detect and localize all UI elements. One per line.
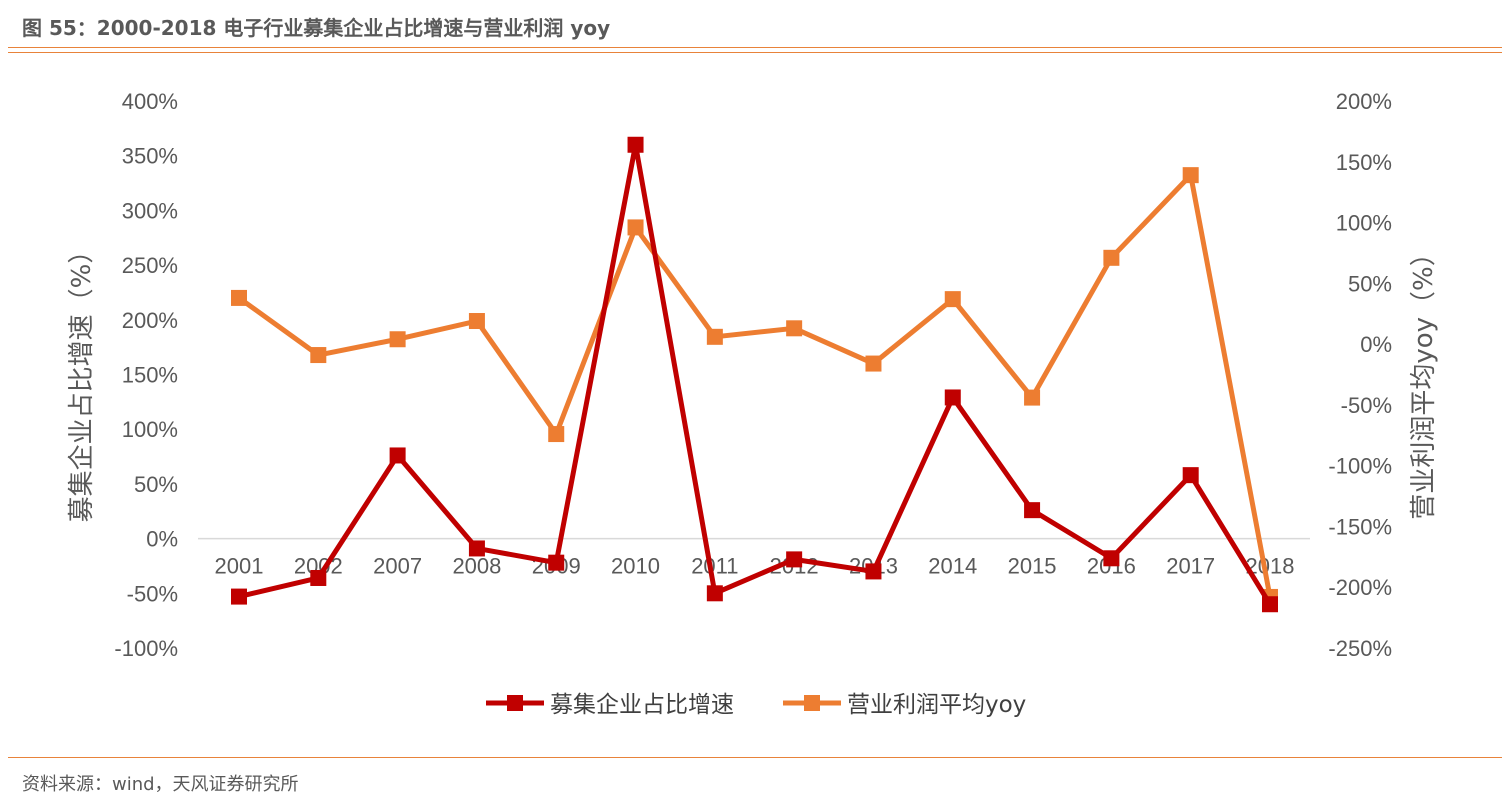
y-tick-left: 150% xyxy=(122,363,178,388)
series-1-point xyxy=(548,554,565,571)
series-2-point xyxy=(944,291,961,308)
y-tick-right: -200% xyxy=(1328,575,1392,600)
x-tick-label: 2001 xyxy=(215,554,264,579)
series-1-point xyxy=(468,540,485,557)
y-tick-left: -50% xyxy=(127,581,178,606)
legend-label-1: 募集企业占比增速 xyxy=(550,692,734,718)
series-2-point xyxy=(865,355,882,372)
series-1-point xyxy=(231,588,247,605)
y-tick-right: 50% xyxy=(1348,271,1392,296)
footer-rule xyxy=(8,757,1502,758)
left-axis-ticks: 400% 350% 300% 250% 200% 150% 100% 50% 0% -50% -10… xyxy=(114,89,178,661)
series-1-point xyxy=(1182,467,1199,484)
y-tick-right: -250% xyxy=(1328,636,1392,661)
y-tick-left: 300% xyxy=(122,198,178,223)
legend-label-2: 营业利润平均yoy xyxy=(847,692,1026,718)
series-2-point xyxy=(231,289,247,306)
y-tick-left: 400% xyxy=(122,89,178,114)
series-1-point xyxy=(944,389,961,406)
series-1-point xyxy=(1103,550,1120,567)
series-1-point xyxy=(1262,596,1278,613)
x-tick-label: 2008 xyxy=(452,554,501,579)
x-tick-label: 2011 xyxy=(691,554,738,579)
series-2-point xyxy=(389,331,406,348)
header-rule-thin xyxy=(8,52,1502,53)
series-2-point xyxy=(468,313,485,330)
series-2-point xyxy=(548,426,565,443)
legend-marker-2 xyxy=(804,695,820,711)
series-2-point xyxy=(706,328,723,345)
y-tick-right: -100% xyxy=(1328,454,1392,479)
header-rule xyxy=(8,47,1502,48)
source-note: 资料来源：wind，天风证券研究所 xyxy=(22,774,299,795)
x-tick-label: 2014 xyxy=(928,554,977,579)
y-tick-right: -50% xyxy=(1341,393,1392,418)
series-1-point xyxy=(627,136,644,153)
series-layer xyxy=(231,136,1278,613)
series-1-point xyxy=(706,585,723,602)
y-tick-left: 100% xyxy=(122,417,178,442)
y-tick-left: 0% xyxy=(146,527,178,552)
series-1-point xyxy=(1024,502,1041,519)
series-2-point xyxy=(627,219,644,236)
series-1-point xyxy=(389,447,406,464)
series-2-point xyxy=(1024,389,1041,406)
series-2-point xyxy=(1103,249,1120,266)
series-2-point xyxy=(310,347,327,364)
line-chart: 400% 350% 300% 250% 200% 150% 100% 50% 0% -50% -10… xyxy=(67,89,1439,718)
series-line-1 xyxy=(236,142,1273,607)
x-tick-label: 2015 xyxy=(1008,554,1057,579)
y-tick-left: 250% xyxy=(122,253,178,278)
y-axis-title-left: 募集企业占比增速（%） xyxy=(67,238,97,523)
x-tick-label: 2007 xyxy=(373,554,422,579)
chart-legend: 募集企业占比增速 营业利润平均yoy xyxy=(486,692,1026,718)
x-tick-label: 2017 xyxy=(1166,554,1215,579)
series-1-point xyxy=(865,563,882,580)
series-1-point xyxy=(786,551,803,568)
y-tick-left: 50% xyxy=(134,472,178,497)
y-tick-left: -100% xyxy=(114,636,178,661)
series-1-point xyxy=(310,569,327,586)
chart-title: 图 55：2000-2018 电子行业募集企业占比增速与营业利润 yoy xyxy=(22,16,611,40)
right-axis-ticks: 200% 150% 100% 50% 0% -50% -100% -150% -200% -250… xyxy=(1328,89,1392,661)
y-tick-right: 150% xyxy=(1336,150,1392,175)
y-tick-right: 0% xyxy=(1360,332,1392,357)
y-tick-left: 200% xyxy=(122,308,178,333)
legend-marker-1 xyxy=(507,695,523,711)
x-tick-label: 2010 xyxy=(611,554,660,579)
y-tick-right: 200% xyxy=(1336,89,1392,114)
series-2-point xyxy=(1182,167,1199,184)
series-2-point xyxy=(786,320,803,337)
y-tick-right: 100% xyxy=(1336,211,1392,236)
y-tick-left: 350% xyxy=(122,144,178,169)
y-tick-right: -150% xyxy=(1328,514,1392,539)
series-line-2 xyxy=(236,172,1273,600)
y-axis-title-right: 营业利润平均yoy（%） xyxy=(1409,240,1439,519)
